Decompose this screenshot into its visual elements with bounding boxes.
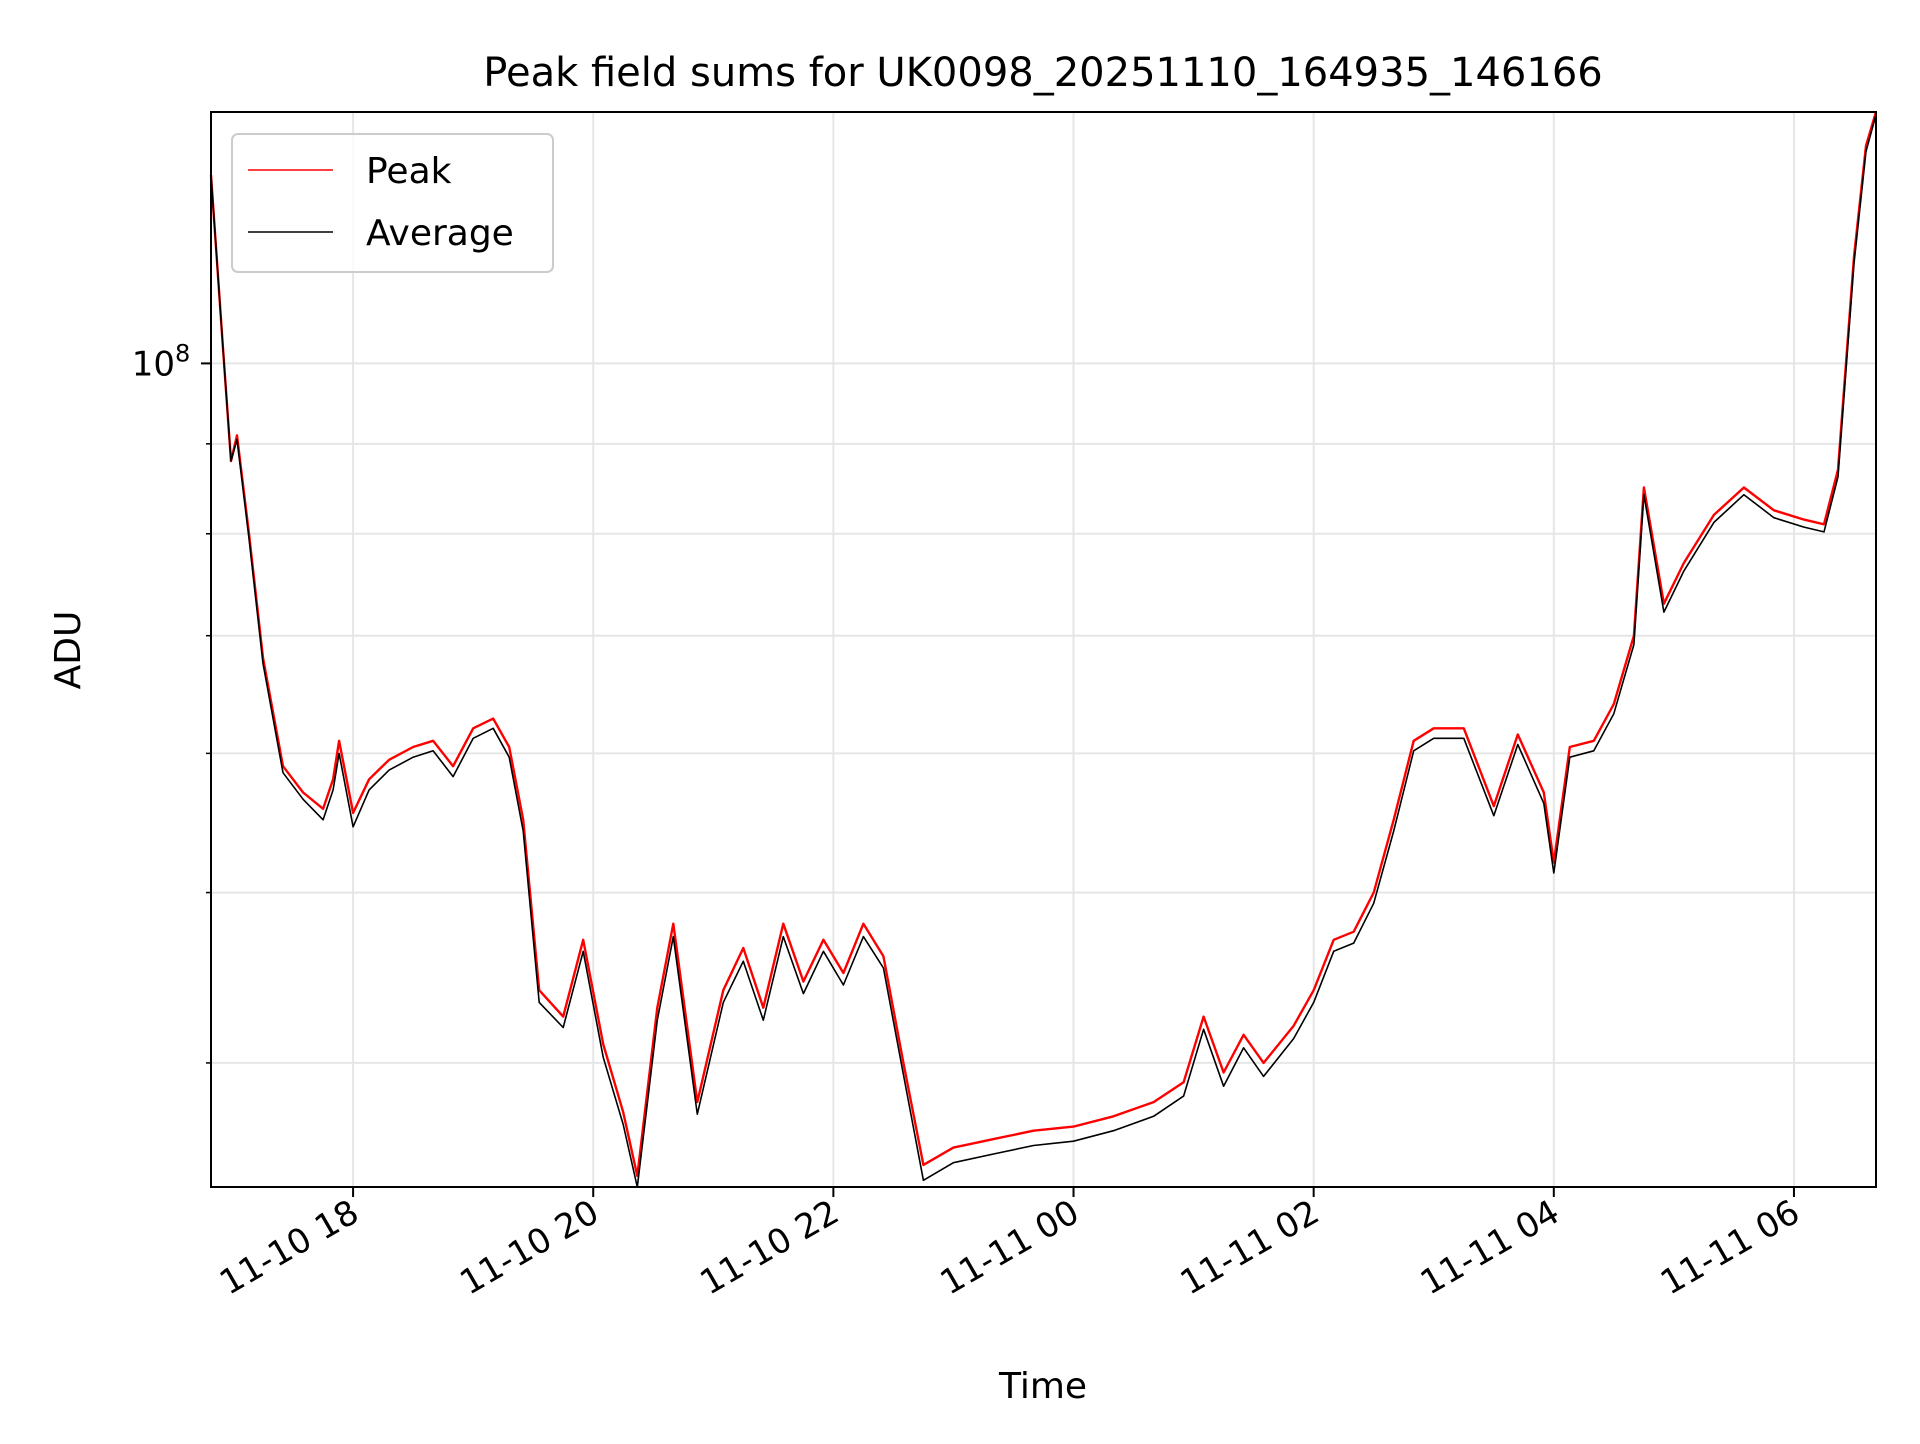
y-tick-label-base: 10 (132, 344, 175, 384)
plot-series (209, 111, 1878, 1188)
series-line-peak (209, 111, 1878, 1178)
chart-title: Peak field sums for UK0098_20251110_1649… (483, 50, 1602, 96)
grid (211, 112, 1876, 1187)
y-axis-label: ADU (48, 611, 89, 690)
y-tick-label-exponent: 8 (175, 339, 190, 367)
legend: Peak Average (231, 133, 554, 273)
legend-label-average: Average (366, 213, 514, 254)
legend-box (231, 133, 554, 273)
legend-label-peak: Peak (366, 151, 452, 192)
x-axis-label: Time (998, 1366, 1087, 1407)
axes-frame (210, 111, 1877, 1188)
y-tick-label: 108 (132, 339, 191, 384)
series-line-average (210, 114, 1877, 1188)
